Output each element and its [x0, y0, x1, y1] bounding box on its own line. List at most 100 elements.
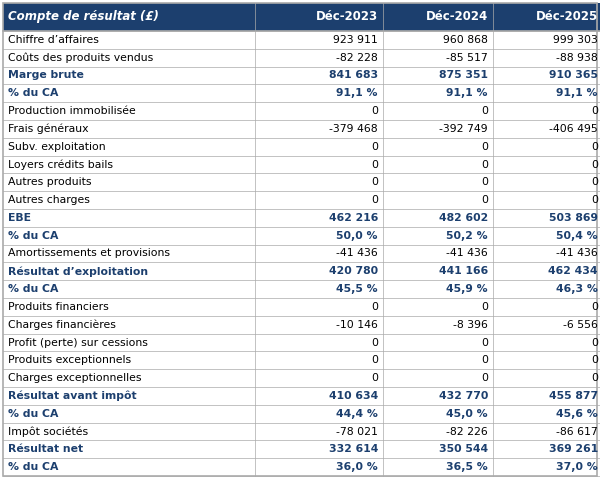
Text: Autres charges: Autres charges: [8, 195, 90, 205]
Text: 0: 0: [371, 302, 378, 312]
Text: 0: 0: [481, 160, 488, 169]
Text: Déc-2025: Déc-2025: [536, 10, 598, 24]
Bar: [255, 245, 383, 262]
Text: Résultat d’exploitation: Résultat d’exploitation: [8, 266, 148, 277]
Bar: [255, 227, 383, 245]
Bar: [255, 3, 383, 31]
Text: % du CA: % du CA: [8, 284, 58, 294]
Bar: [493, 67, 600, 84]
Bar: [383, 245, 493, 262]
Text: 0: 0: [371, 177, 378, 187]
Text: 91,1 %: 91,1 %: [557, 88, 598, 98]
Bar: [383, 280, 493, 298]
Bar: [493, 84, 600, 102]
Text: -10 146: -10 146: [336, 320, 378, 329]
Text: -82 228: -82 228: [336, 53, 378, 63]
Bar: [493, 191, 600, 209]
Text: -41 436: -41 436: [446, 248, 488, 258]
Text: 0: 0: [591, 355, 598, 365]
Bar: [3, 280, 255, 298]
Text: 37,0 %: 37,0 %: [556, 462, 598, 472]
Bar: [3, 173, 255, 191]
Bar: [3, 84, 255, 102]
Text: Profit (perte) sur cessions: Profit (perte) sur cessions: [8, 337, 148, 347]
Text: Déc-2024: Déc-2024: [426, 10, 488, 24]
Text: 0: 0: [591, 177, 598, 187]
Bar: [3, 227, 255, 245]
Bar: [493, 3, 600, 31]
Bar: [383, 31, 493, 49]
Text: 332 614: 332 614: [329, 444, 378, 454]
Text: 0: 0: [481, 373, 488, 383]
Bar: [255, 49, 383, 67]
Bar: [383, 138, 493, 156]
Text: 0: 0: [591, 302, 598, 312]
Bar: [255, 84, 383, 102]
Text: -85 517: -85 517: [446, 53, 488, 63]
Text: -8 396: -8 396: [453, 320, 488, 329]
Text: Charges exceptionnelles: Charges exceptionnelles: [8, 373, 142, 383]
Text: Compte de résultat (£): Compte de résultat (£): [8, 10, 159, 24]
Text: -6 556: -6 556: [563, 320, 598, 329]
Bar: [3, 3, 255, 31]
Text: Subv. exploitation: Subv. exploitation: [8, 142, 106, 152]
Text: 45,6 %: 45,6 %: [556, 409, 598, 419]
Text: -392 749: -392 749: [439, 124, 488, 134]
Text: Coûts des produits vendus: Coûts des produits vendus: [8, 52, 153, 63]
Text: 0: 0: [481, 337, 488, 347]
Bar: [255, 191, 383, 209]
Bar: [383, 102, 493, 120]
Text: 45,9 %: 45,9 %: [446, 284, 488, 294]
Bar: [383, 173, 493, 191]
Bar: [255, 262, 383, 280]
Bar: [493, 245, 600, 262]
Text: 503 869: 503 869: [549, 213, 598, 223]
Bar: [3, 245, 255, 262]
Text: 0: 0: [591, 195, 598, 205]
Text: Production immobilisée: Production immobilisée: [8, 106, 136, 116]
Bar: [255, 298, 383, 316]
Text: Loyers crédits bails: Loyers crédits bails: [8, 159, 113, 170]
Bar: [383, 387, 493, 405]
Text: 50,0 %: 50,0 %: [337, 231, 378, 241]
Text: Déc-2023: Déc-2023: [316, 10, 378, 24]
Text: % du CA: % du CA: [8, 462, 58, 472]
Bar: [493, 31, 600, 49]
Bar: [383, 67, 493, 84]
Text: 432 770: 432 770: [439, 391, 488, 401]
Text: 455 877: 455 877: [549, 391, 598, 401]
Text: 462 434: 462 434: [548, 266, 598, 276]
Bar: [3, 138, 255, 156]
Bar: [383, 422, 493, 440]
Text: 91,1 %: 91,1 %: [446, 88, 488, 98]
Text: 369 261: 369 261: [549, 444, 598, 454]
Text: 0: 0: [591, 106, 598, 116]
Text: 841 683: 841 683: [329, 71, 378, 81]
Text: 45,5 %: 45,5 %: [337, 284, 378, 294]
Bar: [255, 369, 383, 387]
Text: Chiffre d’affaires: Chiffre d’affaires: [8, 35, 99, 45]
Bar: [255, 405, 383, 422]
Bar: [383, 227, 493, 245]
Text: EBE: EBE: [8, 213, 31, 223]
Text: 0: 0: [481, 355, 488, 365]
Bar: [493, 351, 600, 369]
Bar: [383, 120, 493, 138]
Text: -41 436: -41 436: [336, 248, 378, 258]
Bar: [255, 102, 383, 120]
Bar: [383, 3, 493, 31]
Bar: [3, 49, 255, 67]
Bar: [3, 316, 255, 333]
Bar: [3, 31, 255, 49]
Text: 0: 0: [591, 373, 598, 383]
Text: % du CA: % du CA: [8, 409, 58, 419]
Bar: [383, 333, 493, 351]
Text: 0: 0: [371, 355, 378, 365]
Bar: [383, 458, 493, 476]
Bar: [3, 351, 255, 369]
Text: 0: 0: [481, 142, 488, 152]
Text: % du CA: % du CA: [8, 231, 58, 241]
Bar: [3, 209, 255, 227]
Text: 999 303: 999 303: [553, 35, 598, 45]
Bar: [383, 405, 493, 422]
